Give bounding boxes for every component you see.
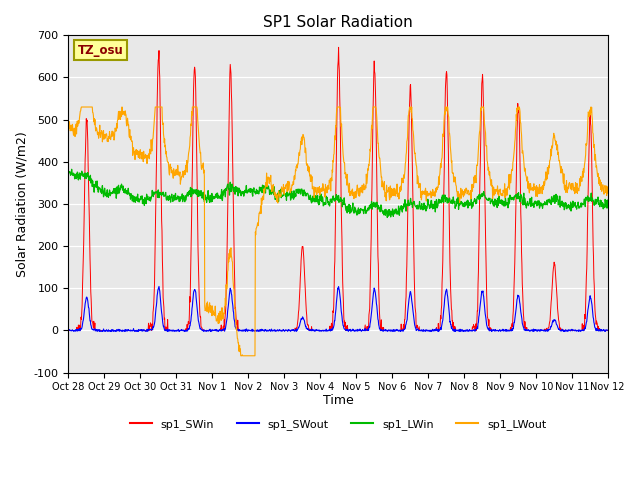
sp1_LWout [185,150,193,156]
sp1_LWin [172,191,179,196]
sp1_SWout [185,327,193,333]
Line: sp1_SWin: sp1_SWin [68,48,608,330]
sp1_LWin [245,189,253,195]
sp1_SWin [244,327,252,333]
sp1_LWin [383,215,391,220]
sp1_LWin [68,167,76,172]
sp1_LWin [185,191,193,196]
sp1_LWout [541,182,548,188]
sp1_SWin [172,327,179,333]
X-axis label: Time: Time [323,394,353,407]
sp1_SWin [540,327,548,333]
sp1_LWout [422,198,430,204]
sp1_LWout [172,168,179,174]
sp1_SWout [155,284,163,289]
sp1_LWin [604,200,612,206]
sp1_SWout [65,328,72,334]
sp1_SWin [493,327,500,333]
sp1_SWout [604,327,612,333]
sp1_SWin [422,327,430,333]
sp1_LWout [65,124,72,130]
Line: sp1_LWin: sp1_LWin [68,169,608,217]
sp1_LWout [77,104,85,110]
sp1_SWin [184,319,192,324]
sp1_SWout [422,328,430,334]
sp1_LWin [493,200,500,205]
Legend: sp1_SWin, sp1_SWout, sp1_LWin, sp1_LWout: sp1_SWin, sp1_SWout, sp1_LWin, sp1_LWout [125,415,551,434]
Title: SP1 Solar Radiation: SP1 Solar Radiation [263,15,413,30]
Y-axis label: Solar Radiation (W/m2): Solar Radiation (W/m2) [15,131,28,277]
sp1_SWout [245,328,253,334]
sp1_SWin [65,327,72,333]
sp1_LWin [65,168,72,174]
sp1_LWout [237,353,244,359]
sp1_SWin [335,45,342,50]
sp1_LWout [246,353,253,359]
sp1_SWin [604,327,612,333]
sp1_SWout [540,327,548,333]
sp1_SWout [172,328,179,334]
Line: sp1_LWout: sp1_LWout [68,107,608,356]
sp1_SWout [493,328,500,334]
Text: TZ_osu: TZ_osu [78,44,124,57]
sp1_LWout [493,187,500,193]
Line: sp1_SWout: sp1_SWout [68,287,608,331]
sp1_LWin [422,204,430,209]
sp1_LWin [541,201,548,206]
sp1_LWout [604,190,612,196]
